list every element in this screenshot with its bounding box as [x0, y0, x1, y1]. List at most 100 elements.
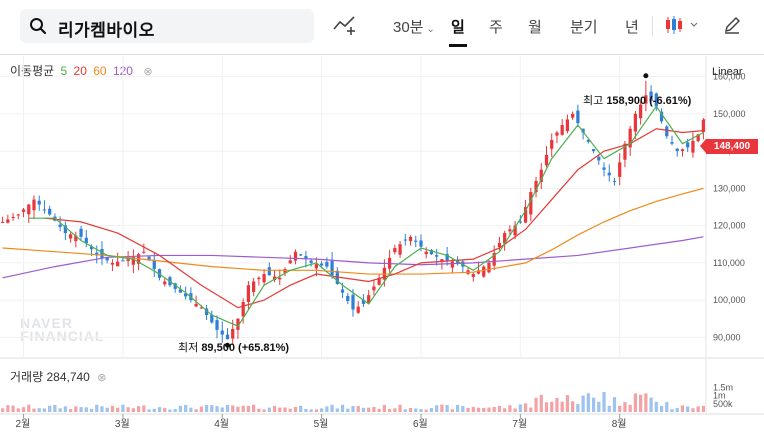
volume-bar: [591, 397, 596, 412]
candle: [356, 306, 360, 313]
volume-value: 284,740: [46, 370, 90, 384]
tab-month[interactable]: 월: [528, 19, 542, 36]
candle: [142, 251, 146, 253]
close-icon[interactable]: ⊗: [143, 66, 153, 78]
stock-search[interactable]: 리가켐바이오: [20, 9, 314, 43]
tab-day[interactable]: 일: [449, 16, 467, 47]
volume-legend[interactable]: 거래량 284,740 ⊗: [10, 368, 106, 385]
interval-selector[interactable]: 30분 ⌄: [393, 19, 435, 36]
candle: [204, 308, 209, 316]
volume-bar: [16, 408, 20, 412]
candle: [220, 330, 224, 335]
volume-bar: [696, 406, 700, 412]
candle: [607, 172, 611, 176]
volume-bar: [628, 404, 632, 412]
candle: [288, 260, 292, 264]
volume-bar: [178, 405, 183, 412]
candle: [555, 132, 559, 136]
volume-bar: [157, 407, 162, 412]
volume-bar: [571, 401, 575, 412]
candle: [309, 260, 313, 263]
candle: [184, 293, 188, 297]
volume-bar: [37, 408, 41, 412]
tab-year[interactable]: 년: [625, 19, 639, 36]
candle: [670, 142, 674, 144]
y-tick-label: 160,000: [713, 72, 746, 82]
scale-selector[interactable]: Linear: [712, 66, 743, 78]
candle: [320, 263, 324, 266]
volume-bar: [576, 403, 580, 412]
candle: [471, 274, 475, 277]
candle: [100, 249, 104, 258]
candle: [37, 200, 41, 205]
candle: [529, 192, 533, 215]
candle: [544, 154, 549, 166]
volume-bar: [435, 405, 439, 412]
volume-bar: [236, 406, 240, 412]
volume-bar: [110, 405, 115, 412]
candle: [0, 221, 5, 223]
volume-bar: [466, 407, 470, 412]
candle: [639, 104, 643, 119]
candle: [633, 113, 638, 132]
search-icon[interactable]: [29, 17, 47, 40]
volume-bar: [503, 408, 507, 412]
volume-bar: [623, 402, 627, 412]
x-tick-label: 8월: [612, 418, 627, 430]
volume-bar: [267, 407, 271, 412]
candle: [550, 139, 554, 149]
tab-quarter[interactable]: 분기: [570, 19, 598, 36]
volume-bar: [497, 405, 502, 412]
divider: [652, 16, 653, 36]
close-icon[interactable]: ⊗: [97, 372, 107, 384]
ma60-label: 60: [93, 64, 107, 78]
volume-bar: [225, 405, 230, 412]
chevron-down-icon: ⌄: [426, 24, 435, 35]
volume-bar: [675, 407, 679, 412]
candle: [32, 199, 36, 211]
volume-bar: [482, 407, 486, 412]
candle: [435, 255, 439, 257]
volume-bar: [21, 407, 26, 412]
candle: [581, 128, 585, 133]
volume-bar: [142, 405, 146, 412]
candle: [84, 237, 88, 244]
candle: [523, 207, 528, 223]
low-prefix: 최저: [178, 342, 199, 354]
candle: [597, 156, 601, 161]
candle: [257, 277, 261, 280]
candle: [272, 276, 277, 281]
candle: [74, 235, 78, 242]
chart-type-selector[interactable]: [664, 14, 700, 40]
watermark-line: NAVER: [20, 315, 73, 331]
x-tick-label: 2월: [16, 418, 31, 430]
draw-pencil-icon[interactable]: [722, 15, 742, 39]
volume-bar: [618, 405, 622, 412]
volume-bar: [74, 406, 78, 412]
volume-bar: [518, 404, 522, 412]
candle: [351, 294, 355, 310]
volume-bar: [288, 408, 292, 412]
candle: [560, 125, 564, 135]
candle: [571, 113, 575, 118]
volume-bar: [278, 407, 282, 412]
volume-bar: [523, 403, 528, 412]
tab-week[interactable]: 주: [489, 19, 503, 36]
candle: [293, 251, 298, 261]
volume-bar: [58, 408, 62, 412]
volume-bar: [95, 404, 99, 412]
volume-bar: [79, 407, 83, 412]
volume-bar: [408, 408, 413, 412]
candle: [21, 209, 26, 212]
moving-average-legend[interactable]: 이동평균 5 20 60 120 ⊗: [10, 62, 156, 79]
volume-bar: [597, 401, 601, 412]
candle: [644, 95, 648, 104]
volume-bar: [63, 406, 67, 412]
volume-bar: [670, 409, 674, 412]
toolbar: 리가켐바이오 30분 ⌄ 일 주 월 분기 년: [0, 0, 764, 55]
volume-bar: [476, 407, 481, 412]
indicator-add-icon[interactable]: [332, 13, 358, 41]
low-change: (+65.81%): [238, 342, 290, 354]
volume-bar: [659, 405, 664, 412]
